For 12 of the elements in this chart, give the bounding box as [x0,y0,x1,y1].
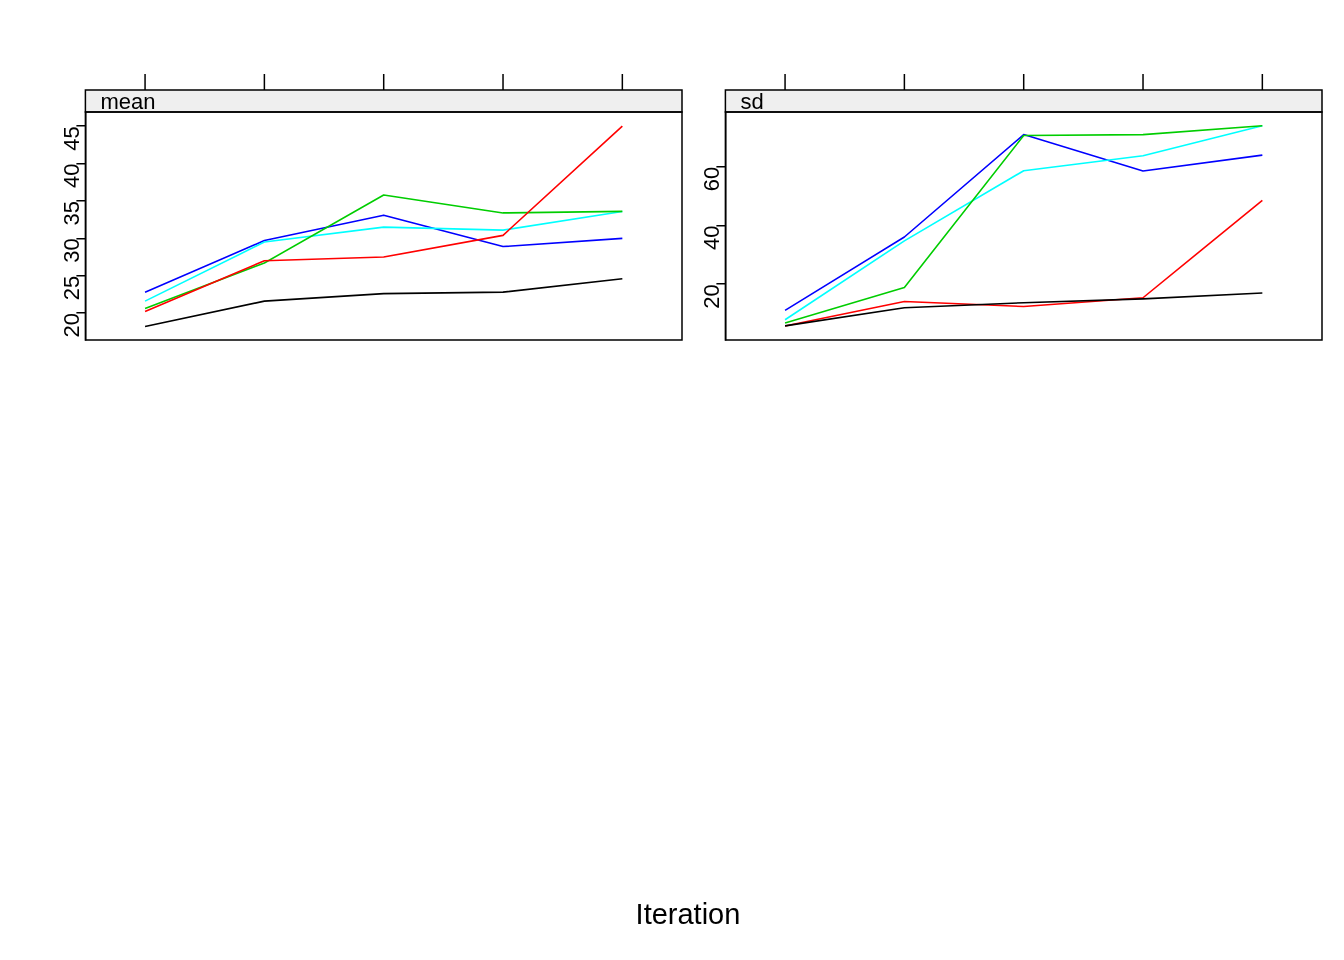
y-tick-label: 20 [699,284,725,309]
x-axis-title: Iteration [634,898,742,931]
y-tick-label: 45 [59,126,85,151]
y-tick-label: 60 [699,166,725,192]
y-tick-label: 20 [59,313,85,338]
chart-title: mean [100,89,156,114]
y-tick-label: 30 [59,238,85,263]
y-tick-label: 35 [59,200,85,226]
y-tick-label: 40 [699,225,725,251]
chart-title: sd [740,89,764,114]
y-tick-label: 25 [59,275,85,301]
y-tick-label: 40 [59,163,85,189]
